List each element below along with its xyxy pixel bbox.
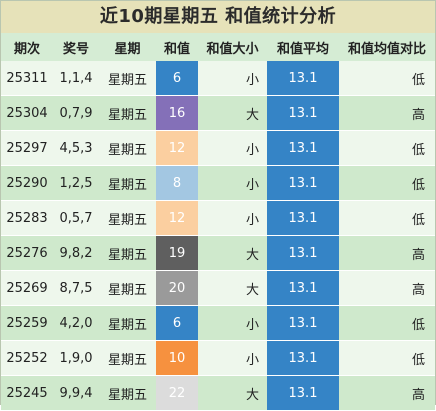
weekday-cell: 星期五 [99,270,156,306]
header-average-compare: 和值均值对比 [339,33,435,61]
sum-cell: 10 [156,340,198,376]
average-compare-cell: 高 [339,95,435,131]
stats-table: 期次 奖号 星期 和值 和值大小 和值平均 和值均值对比 25311 1,1,4 星… [1,33,435,411]
table-row: 25259 4,2,0 星期五 6 小 13.1 低 [1,305,435,341]
numbers-cell: 9,9,4 [53,375,99,411]
weekday-cell: 星期五 [99,200,156,236]
header-row: 期次 奖号 星期 和值 和值大小 和值平均 和值均值对比 [1,33,435,61]
sum-cell: 12 [156,130,198,166]
panel-title: 近10期星期五 和值统计分析 [1,1,435,33]
issue-cell: 25304 [1,95,53,131]
average-compare-cell: 低 [339,340,435,376]
sum-cell: 8 [156,165,198,201]
weekday-cell: 星期五 [99,61,156,96]
issue-cell: 25290 [1,165,53,201]
numbers-cell: 4,2,0 [53,305,99,341]
header-numbers: 奖号 [53,33,99,61]
sum-average-cell: 13.1 [267,375,339,411]
average-compare-cell: 低 [339,61,435,96]
average-compare-cell: 高 [339,375,435,411]
weekday-cell: 星期五 [99,130,156,166]
header-sum: 和值 [156,33,198,61]
numbers-cell: 0,5,7 [53,200,99,236]
sum-size-cell: 大 [198,375,267,411]
sum-average-cell: 13.1 [267,200,339,236]
sum-size-cell: 小 [198,130,267,166]
header-sum-size: 和值大小 [198,33,267,61]
table-row: 25245 9,9,4 星期五 22 大 13.1 高 [1,375,435,411]
sum-size-cell: 小 [198,340,267,376]
numbers-cell: 4,5,3 [53,130,99,166]
issue-cell: 25283 [1,200,53,236]
table-row: 25297 4,5,3 星期五 12 小 13.1 低 [1,130,435,166]
sum-cell: 19 [156,235,198,271]
sum-size-cell: 大 [198,270,267,306]
sum-cell: 12 [156,200,198,236]
average-compare-cell: 低 [339,305,435,341]
sum-average-cell: 13.1 [267,95,339,131]
numbers-cell: 1,9,0 [53,340,99,376]
weekday-cell: 星期五 [99,340,156,376]
issue-cell: 25311 [1,61,53,96]
table-row: 25269 8,7,5 星期五 20 大 13.1 高 [1,270,435,306]
sum-size-cell: 小 [198,200,267,236]
table-row: 25252 1,9,0 星期五 10 小 13.1 低 [1,340,435,376]
sum-average-cell: 13.1 [267,270,339,306]
weekday-cell: 星期五 [99,165,156,201]
average-compare-cell: 低 [339,200,435,236]
sum-average-cell: 13.1 [267,340,339,376]
sum-average-cell: 13.1 [267,130,339,166]
sum-average-cell: 13.1 [267,165,339,201]
numbers-cell: 9,8,2 [53,235,99,271]
average-compare-cell: 高 [339,235,435,271]
weekday-cell: 星期五 [99,235,156,271]
weekday-cell: 星期五 [99,375,156,411]
sum-cell: 16 [156,95,198,131]
table-row: 25276 9,8,2 星期五 19 大 13.1 高 [1,235,435,271]
average-compare-cell: 高 [339,270,435,306]
sum-size-cell: 小 [198,305,267,341]
table-row: 25290 1,2,5 星期五 8 小 13.1 低 [1,165,435,201]
sum-cell: 22 [156,375,198,411]
issue-cell: 25269 [1,270,53,306]
issue-cell: 25297 [1,130,53,166]
table-row: 25311 1,1,4 星期五 6 小 13.1 低 [1,61,435,96]
sum-average-cell: 13.1 [267,305,339,341]
weekday-cell: 星期五 [99,95,156,131]
header-issue: 期次 [1,33,53,61]
average-compare-cell: 低 [339,130,435,166]
numbers-cell: 0,7,9 [53,95,99,131]
sum-cell: 6 [156,305,198,341]
sum-average-cell: 13.1 [267,235,339,271]
average-compare-cell: 低 [339,165,435,201]
sum-cell: 6 [156,61,198,96]
sum-size-cell: 大 [198,95,267,131]
sum-average-cell: 13.1 [267,61,339,96]
weekday-cell: 星期五 [99,305,156,341]
issue-cell: 25259 [1,305,53,341]
sum-cell: 20 [156,270,198,306]
issue-cell: 25252 [1,340,53,376]
table-row: 25283 0,5,7 星期五 12 小 13.1 低 [1,200,435,236]
sum-size-cell: 大 [198,235,267,271]
numbers-cell: 1,2,5 [53,165,99,201]
header-sum-average: 和值平均 [267,33,339,61]
table-row: 25304 0,7,9 星期五 16 大 13.1 高 [1,95,435,131]
header-weekday: 星期 [99,33,156,61]
issue-cell: 25245 [1,375,53,411]
sum-size-cell: 小 [198,165,267,201]
numbers-cell: 1,1,4 [53,61,99,96]
sum-size-cell: 小 [198,61,267,96]
numbers-cell: 8,7,5 [53,270,99,306]
issue-cell: 25276 [1,235,53,271]
